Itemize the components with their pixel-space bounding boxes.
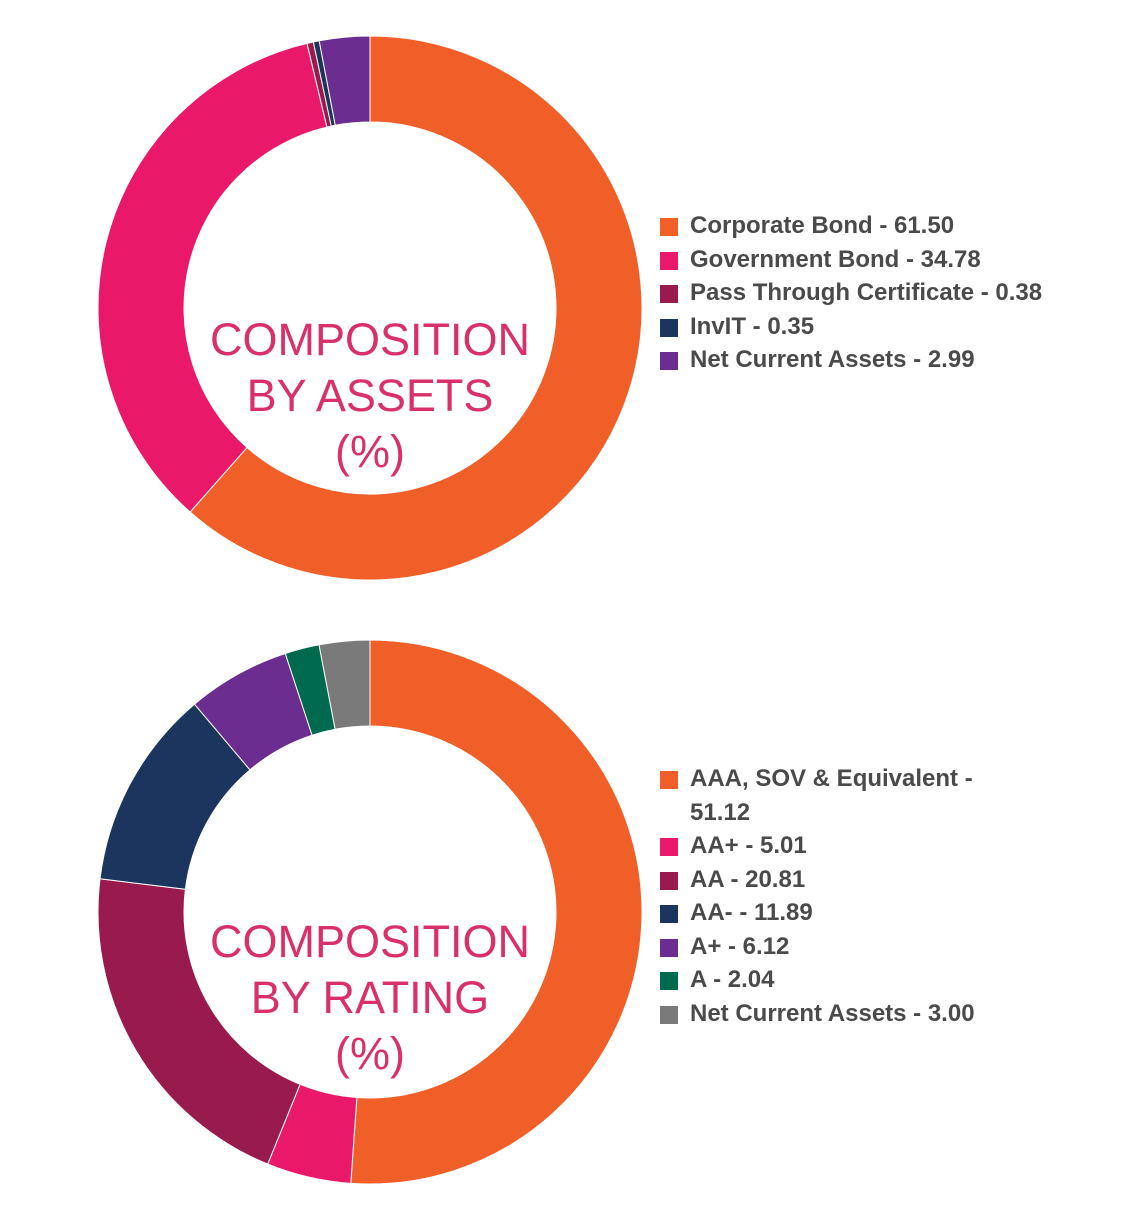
assets-legend-swatch (660, 352, 678, 370)
assets-legend: Corporate Bond - 61.50 Government Bond - … (660, 209, 1120, 377)
rating-legend-label: AA- - 11.89 (690, 899, 813, 926)
rating-legend-item: AA- - 11.89 (660, 896, 1030, 930)
rating-legend-label: Net Current Assets - 3.00 (690, 999, 975, 1027)
assets-chart-title: COMPOSITION BY ASSETS (%) (190, 312, 550, 480)
rating-slice-net-current-assets (318, 639, 371, 730)
assets-legend-item: Net Current Assets - 2.99 (660, 343, 1120, 377)
assets-legend-item: Government Bond - 34.78 (660, 243, 1120, 277)
rating-legend-item: AAA, SOV & Equivalent - 51.12 (660, 762, 1030, 829)
assets-slice-corporate-bond (189, 35, 643, 581)
assets-title-line-3: (%) (335, 426, 405, 477)
rating-legend-item: AA+ - 5.01 (660, 829, 1030, 863)
rating-legend-swatch (660, 938, 678, 957)
rating-legend-swatch (660, 771, 678, 789)
rating-donut (97, 639, 643, 1185)
rating-legend-label: AA+ - 5.01 (690, 832, 807, 859)
assets-legend-item: InvIT - 0.35 (660, 310, 1120, 344)
assets-legend-item: Pass Through Certificate - 0.38 (660, 276, 1120, 310)
assets-legend-swatch (660, 251, 678, 270)
rating-legend-swatch (660, 905, 678, 923)
rating-composition-chart: COMPOSITION BY RATING (%) AAA, SOV & Equ… (0, 612, 1141, 1212)
assets-slice-net-current-assets (318, 35, 371, 126)
assets-slice-government-bond (97, 42, 328, 513)
assets-donut (97, 35, 643, 581)
assets-legend-item: Corporate Bond - 61.50 (660, 209, 1120, 243)
assets-title-line-2: BY ASSETS (246, 370, 494, 421)
rating-legend-swatch (660, 1005, 678, 1024)
rating-legend-item: A - 2.04 (660, 963, 1030, 997)
assets-legend-label: Government Bond - 34.78 (690, 245, 981, 273)
assets-composition-chart: COMPOSITION BY ASSETS (%) Corporate Bond… (0, 0, 1141, 600)
rating-legend-label: AA - 20.81 (690, 865, 806, 893)
assets-legend-swatch (660, 218, 678, 236)
assets-legend-label: Corporate Bond - 61.50 (690, 212, 955, 239)
rating-legend: AAA, SOV & Equivalent - 51.12 AA+ - 5.01 A… (660, 762, 1030, 1030)
rating-legend-label: AAA, SOV & Equivalent - 51.12 (690, 765, 973, 826)
rating-legend-item: AA - 20.81 (660, 863, 1030, 897)
assets-title-line-1: COMPOSITION (209, 314, 530, 365)
rating-legend-label: A - 2.04 (690, 966, 775, 993)
assets-legend-swatch (660, 318, 678, 337)
rating-legend-item: A+ - 6.12 (660, 930, 1030, 964)
rating-legend-label: A+ - 6.12 (690, 932, 790, 960)
rating-slice-aaa-sov-and-equivalent (350, 639, 643, 1185)
rating-title-line-3: (%) (335, 1028, 405, 1079)
rating-title-line-2: BY RATING (250, 972, 490, 1023)
assets-legend-label: Net Current Assets - 2.99 (690, 346, 975, 373)
assets-legend-label: Pass Through Certificate - 0.38 (690, 279, 1043, 306)
rating-chart-title: COMPOSITION BY RATING (%) (190, 914, 550, 1082)
rating-legend-swatch (660, 871, 678, 890)
rating-legend-swatch (660, 972, 678, 990)
assets-legend-swatch (660, 285, 678, 303)
rating-legend-swatch (660, 838, 678, 856)
rating-legend-item: Net Current Assets - 3.00 (660, 997, 1030, 1031)
assets-legend-label: InvIT - 0.35 (690, 312, 815, 340)
rating-title-line-1: COMPOSITION (209, 916, 530, 967)
